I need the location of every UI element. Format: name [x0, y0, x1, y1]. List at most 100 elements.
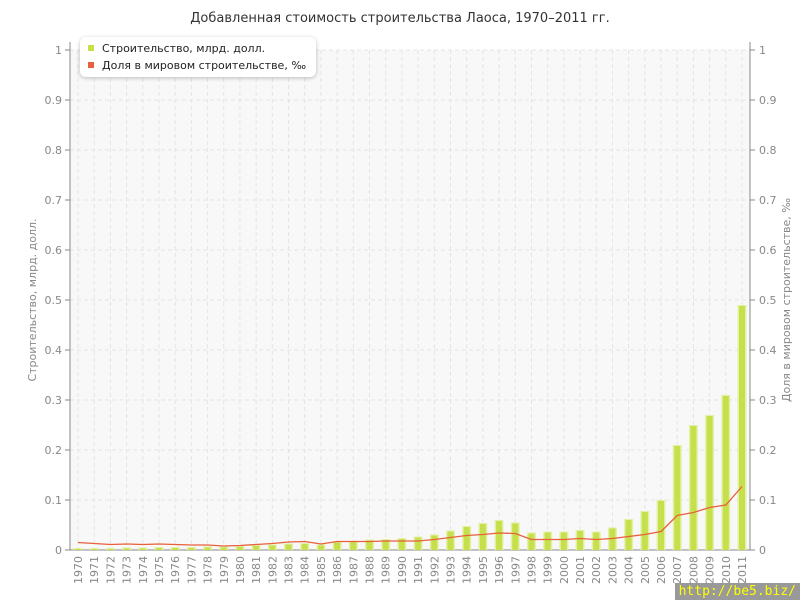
y-tick-label: 0.8 — [45, 144, 63, 157]
bar — [220, 547, 227, 550]
bar — [236, 547, 243, 550]
legend: Строительство, млрд. долл. Доля в мирово… — [80, 37, 317, 77]
line-series — [77, 486, 743, 547]
bar — [739, 306, 745, 550]
legend-item-bars[interactable]: Строительство, млрд. долл. — [88, 40, 306, 57]
legend-swatch-line — [88, 62, 94, 68]
bar — [123, 548, 130, 550]
x-tick-label: 1984 — [299, 556, 312, 584]
x-tick-label: 1994 — [461, 556, 474, 584]
x-tick-label: 1998 — [525, 556, 538, 584]
x-tick-label: 2000 — [558, 556, 571, 584]
bar — [334, 542, 341, 550]
x-tick-label: 2008 — [687, 556, 700, 584]
bar — [155, 548, 162, 550]
bar — [512, 523, 519, 550]
x-tick-label: 1992 — [428, 556, 441, 584]
bar — [690, 426, 697, 550]
bar — [415, 537, 422, 550]
legend-item-line[interactable]: Доля в мировом строительстве, ‰ — [88, 57, 306, 74]
x-tick-label: 2009 — [704, 556, 717, 584]
y2-axis-label: Доля в мировом строительстве, ‰ — [780, 198, 793, 402]
bar — [496, 521, 503, 550]
x-tick-label: 1987 — [347, 556, 360, 584]
x-tick-label: 1977 — [185, 556, 198, 584]
bar — [609, 528, 616, 550]
chart-title: Добавленная стоимость строительства Лаос… — [190, 11, 609, 26]
bar — [544, 532, 551, 550]
bar — [593, 532, 600, 550]
x-tick-label: 2006 — [655, 556, 668, 584]
x-tick-label: 1978 — [202, 556, 215, 584]
x-tick-label: 2003 — [606, 556, 619, 584]
y-tick-label: 0.4 — [45, 344, 63, 357]
x-tick-label: 1974 — [137, 556, 150, 584]
bar — [139, 548, 146, 550]
y-tick-label: 0.2 — [45, 444, 63, 457]
y-tick-label: 1 — [55, 44, 62, 57]
x-tick-label: 2005 — [639, 556, 652, 584]
y2-tick-label: 0.6 — [759, 244, 777, 257]
x-tick-label: 1989 — [380, 556, 393, 584]
bar — [301, 544, 308, 550]
x-tick-label: 2007 — [671, 556, 684, 584]
bar — [350, 542, 357, 550]
x-tick-label: 1993 — [444, 556, 457, 584]
x-tick-label: 1982 — [266, 556, 279, 584]
x-tick-label: 1981 — [250, 556, 263, 584]
x-tick-label: 1972 — [104, 556, 117, 584]
y2-tick-label: 0.4 — [759, 344, 777, 357]
y-tick-label: 0.5 — [45, 294, 63, 307]
y2-tick-label: 0.9 — [759, 94, 777, 107]
bar — [560, 532, 567, 550]
bar — [641, 512, 648, 550]
bar — [625, 520, 632, 550]
bar — [674, 446, 681, 550]
y-tick-label: 0.3 — [45, 394, 63, 407]
y2-tick-label: 1 — [759, 44, 766, 57]
x-tick-label: 1990 — [396, 556, 409, 584]
bar — [172, 548, 179, 550]
bar — [447, 531, 454, 550]
bar — [528, 533, 535, 550]
y2-tick-label: 0.7 — [759, 194, 777, 207]
y2-tick-label: 0.5 — [759, 294, 777, 307]
legend-label: Доля в мировом строительстве, ‰ — [102, 59, 307, 72]
x-tick-label: 1973 — [121, 556, 134, 584]
bar — [204, 547, 211, 550]
y2-tick-label: 0.8 — [759, 144, 777, 157]
bar — [431, 535, 438, 550]
y-tick-label: 0.6 — [45, 244, 63, 257]
bar — [366, 540, 373, 550]
bar — [398, 539, 405, 550]
x-tick-label: 2001 — [574, 556, 587, 584]
y-tick-label: 0.7 — [45, 194, 63, 207]
x-tick-label: 1995 — [477, 556, 490, 584]
x-tick-label: 1979 — [218, 556, 231, 584]
y2-tick-label: 0.3 — [759, 394, 777, 407]
x-tick-label: 1986 — [331, 556, 344, 584]
x-tick-label: 1975 — [153, 556, 166, 584]
bar — [722, 396, 729, 550]
x-tick-label: 1999 — [542, 556, 555, 584]
x-tick-label: 2010 — [720, 556, 733, 584]
bar — [188, 548, 195, 550]
bar — [75, 549, 81, 550]
x-tick-label: 1988 — [364, 556, 377, 584]
y2-tick-label: 0.2 — [759, 444, 777, 457]
y-tick-label: 0 — [55, 544, 62, 557]
x-tick-label: 1996 — [493, 556, 506, 584]
bar — [382, 540, 389, 550]
y-tick-label: 0.9 — [45, 94, 63, 107]
bar — [479, 524, 486, 550]
x-tick-label: 1997 — [509, 556, 522, 584]
bar — [706, 416, 713, 550]
bar — [577, 531, 584, 550]
x-tick-label: 1991 — [412, 556, 425, 584]
x-tick-label: 1985 — [315, 556, 328, 584]
x-tick-label: 1976 — [169, 556, 182, 584]
bar — [658, 501, 665, 550]
x-tick-label: 1970 — [72, 556, 85, 584]
legend-label: Строительство, млрд. долл. — [102, 42, 266, 55]
